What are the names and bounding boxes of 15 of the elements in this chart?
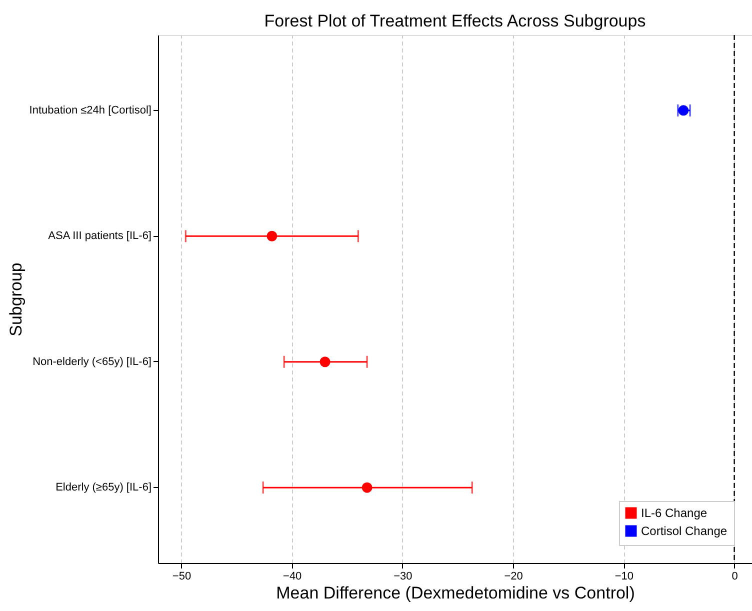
x-tick-label: −20 xyxy=(504,570,523,582)
x-tick-label: −40 xyxy=(283,570,302,582)
legend-label: Cortisol Change xyxy=(641,524,728,538)
y-tick-label: ASA III patients [IL-6] xyxy=(48,230,152,242)
legend-label: IL-6 Change xyxy=(641,506,708,520)
x-tick-label: −10 xyxy=(614,570,634,582)
chart-title: Forest Plot of Treatment Effects Across Subgroups xyxy=(264,11,646,30)
x-tick-label: 0 xyxy=(732,570,738,582)
x-axis-title: Mean Difference (Dexmedetomidine vs Control) xyxy=(276,584,635,602)
y-tick-label: Intubation ≤24h [Cortisol] xyxy=(29,104,152,116)
y-tick-label: Non-elderly (<65y) [IL-6] xyxy=(32,356,152,368)
y-axis-title: Subgroup xyxy=(6,262,26,336)
x-tick-label: −50 xyxy=(172,570,192,582)
y-tick-label: Elderly (≥65y) [IL-6] xyxy=(56,482,152,494)
x-tick-label: −30 xyxy=(394,570,412,582)
